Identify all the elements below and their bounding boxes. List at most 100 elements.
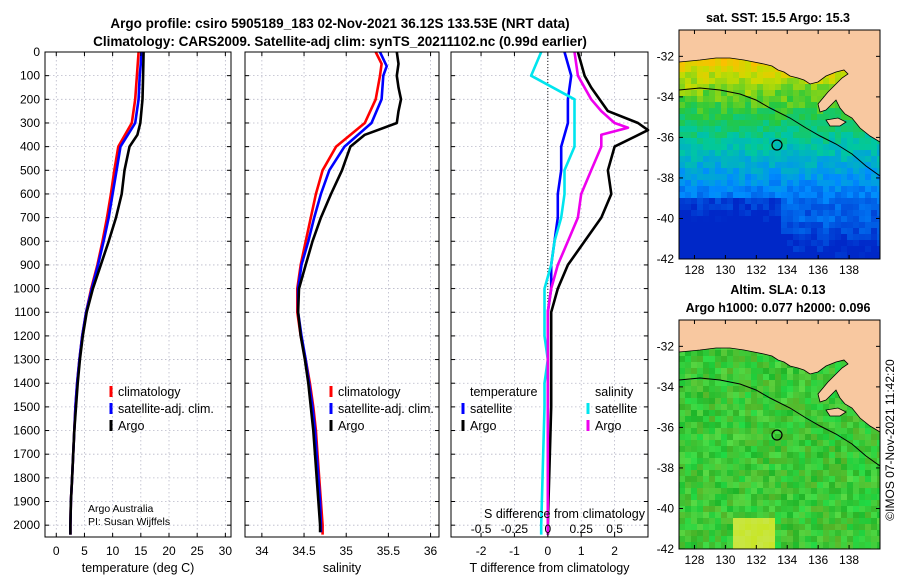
field-cell (877, 174, 880, 181)
field-cell (697, 374, 704, 381)
field-cell (775, 374, 782, 381)
field-cell (691, 108, 698, 115)
field-cell (817, 380, 824, 387)
secondary-x-tick-label: 0.25 (570, 522, 594, 536)
field-cell (871, 434, 878, 441)
field-cell (757, 482, 764, 489)
field-cell (853, 162, 860, 169)
field-cell (841, 512, 848, 519)
field-cell (799, 216, 806, 223)
field-cell (685, 488, 692, 495)
field-cell (685, 162, 692, 169)
field-cell (823, 90, 830, 97)
field-cell (787, 416, 794, 423)
field-cell (679, 470, 686, 477)
field-cell (835, 518, 842, 525)
field-cell (871, 458, 878, 465)
field-cell (721, 138, 728, 145)
field-cell (835, 542, 842, 549)
field-cell (697, 356, 704, 363)
field-cell (805, 536, 812, 543)
field-cell (715, 488, 722, 495)
field-cell (769, 470, 776, 477)
field-cell (733, 126, 740, 133)
field-cell (769, 156, 776, 163)
field-cell (691, 356, 698, 363)
field-cell (679, 488, 686, 495)
field-cell (727, 494, 734, 501)
field-cell (691, 216, 698, 223)
field-cell (715, 216, 722, 223)
field-cell (781, 494, 788, 501)
y-tick-label: 900 (20, 258, 40, 272)
field-cell (787, 512, 794, 519)
field-cell (763, 368, 770, 375)
field-cell (751, 126, 758, 133)
field-cell (793, 422, 800, 429)
field-cell (703, 362, 710, 369)
salinity-legend: climatology satellite-adj. clim. Argo (329, 385, 434, 433)
field-cell (715, 192, 722, 199)
field-cell (853, 416, 860, 423)
field-cell (787, 198, 794, 205)
field-cell (823, 374, 830, 381)
field-cell (745, 386, 752, 393)
field-cell (751, 252, 758, 259)
field-cell (823, 144, 830, 151)
field-cell (787, 506, 794, 513)
field-cell (781, 476, 788, 483)
field-cell (781, 78, 788, 85)
field-cell (805, 542, 812, 549)
field-cell (751, 434, 758, 441)
field-cell (775, 506, 782, 513)
field-cell (721, 392, 728, 399)
field-cell (799, 542, 806, 549)
field-cell (811, 96, 818, 103)
field-cell (691, 392, 698, 399)
field-cell (697, 428, 704, 435)
field-cell (871, 452, 878, 459)
field-cell (769, 66, 776, 73)
field-cell (763, 66, 770, 73)
field-cell (697, 96, 704, 103)
field-cell (865, 198, 872, 205)
field-cell (745, 228, 752, 235)
field-cell (763, 422, 770, 429)
field-cell (805, 210, 812, 217)
field-cell (691, 138, 698, 145)
field-cell (829, 174, 836, 181)
field-cell (793, 228, 800, 235)
field-cell (787, 392, 794, 399)
field-cell (847, 476, 854, 483)
field-cell (781, 416, 788, 423)
field-cell (727, 198, 734, 205)
field-cell (703, 428, 710, 435)
field-cell (703, 66, 710, 73)
field-cell (823, 398, 830, 405)
field-cell (697, 102, 704, 109)
x-tick-label: 0 (544, 544, 551, 558)
panel-frame (44, 51, 232, 538)
field-cell (715, 542, 722, 549)
field-cell (817, 222, 824, 229)
field-cell (715, 464, 722, 471)
field-cell (685, 66, 692, 73)
field-cell (787, 156, 794, 163)
field-cell (691, 222, 698, 229)
field-cell (685, 150, 692, 157)
field-cell (775, 464, 782, 471)
field-cell (853, 434, 860, 441)
sla-map-axes: 128 130 132 134 136 138-32-34-36-38-40-42 (657, 320, 880, 567)
field-cell (847, 198, 854, 205)
field-cell (805, 422, 812, 429)
field-cell (787, 470, 794, 477)
field-cell (877, 524, 880, 531)
field-cell (685, 84, 692, 91)
field-cell (877, 518, 880, 525)
field-cell (757, 374, 764, 381)
field-cell (691, 162, 698, 169)
field-cell (739, 494, 746, 501)
field-cell (799, 428, 806, 435)
field-cell (691, 446, 698, 453)
